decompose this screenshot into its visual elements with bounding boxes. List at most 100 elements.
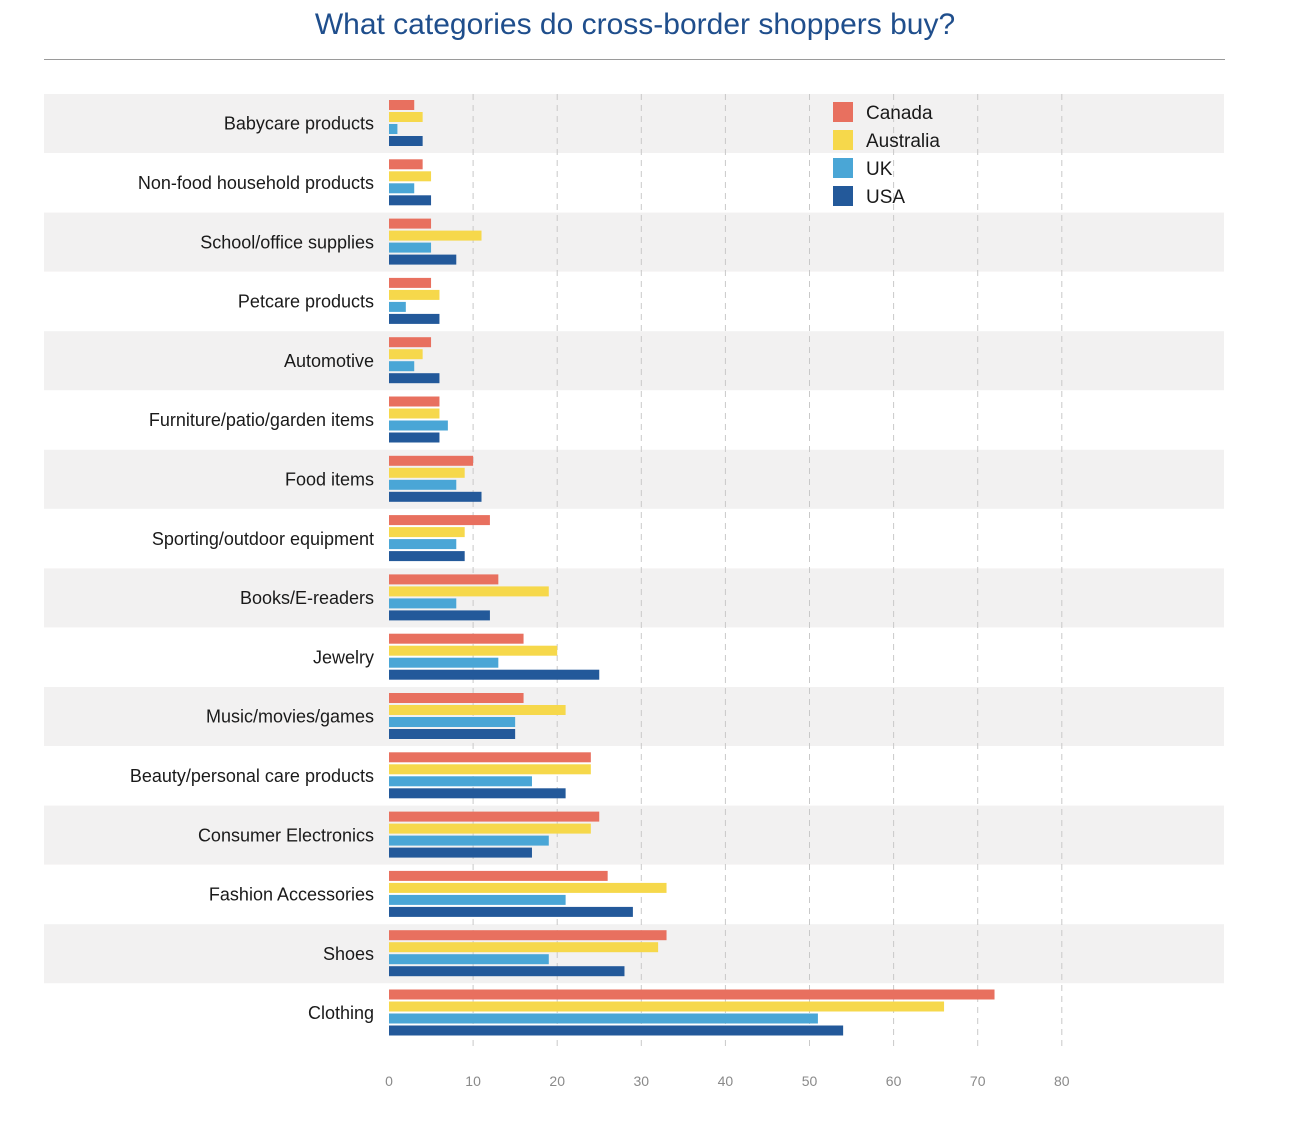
bar-usa-school-office-supplies: [389, 254, 457, 265]
bar-australia-music-movies-games: [389, 705, 566, 715]
category-label-non-food-household-products: Non-food household products: [138, 173, 374, 193]
bar-uk-furniture-patio-garden-items: [389, 420, 448, 431]
bar-uk-automotive: [389, 361, 415, 372]
chart-title: What categories do cross-border shoppers…: [314, 8, 956, 41]
category-label-petcare-products: Petcare products: [238, 292, 374, 312]
bar-australia-sporting-outdoor-equipment: [389, 527, 465, 538]
bar-australia-non-food-household-products: [389, 171, 432, 182]
bar-uk-babycare-products: [389, 124, 398, 134]
bar-uk-shoes: [389, 954, 549, 965]
bar-uk-clothing: [389, 1013, 818, 1024]
bar-australia-babycare-products: [389, 112, 423, 122]
bar-uk-jewelry: [389, 657, 499, 668]
row-band: [44, 449, 1224, 509]
bar-uk-beauty-personal-care-products: [389, 776, 532, 787]
legend-label-canada: Canada: [866, 103, 933, 124]
title-divider: [44, 59, 1225, 60]
x-tick-label: 70: [970, 1073, 986, 1089]
x-tick-label: 60: [886, 1073, 902, 1089]
bar-uk-books-e-readers: [389, 598, 457, 609]
row-band: [44, 568, 1224, 628]
legend-swatch-uk: [833, 158, 853, 178]
row-band: [44, 805, 1224, 865]
category-label-books-e-readers: Books/E-readers: [240, 588, 374, 608]
bar-canada-shoes: [389, 930, 667, 941]
bar-uk-food-items: [389, 479, 457, 490]
bar-australia-books-e-readers: [389, 586, 549, 597]
row-band: [44, 687, 1224, 746]
bar-usa-consumer-electronics: [389, 847, 532, 858]
x-tick-label: 30: [634, 1073, 650, 1089]
x-tick-label: 80: [1054, 1073, 1070, 1089]
category-label-furniture-patio-garden-items: Furniture/patio/garden items: [149, 410, 374, 430]
bar-canada-furniture-patio-garden-items: [389, 396, 440, 407]
bar-usa-books-e-readers: [389, 610, 490, 621]
bar-canada-non-food-household-products: [389, 159, 423, 170]
category-label-shoes: Shoes: [323, 944, 374, 964]
bar-usa-beauty-personal-care-products: [389, 788, 566, 799]
bar-australia-consumer-electronics: [389, 823, 591, 834]
legend-label-uk: UK: [866, 159, 893, 180]
bar-usa-music-movies-games: [389, 729, 516, 739]
bar-canada-books-e-readers: [389, 574, 499, 585]
bar-canada-fashion-accessories: [389, 870, 608, 881]
bar-australia-petcare-products: [389, 289, 440, 300]
category-label-music-movies-games: Music/movies/games: [206, 707, 374, 727]
bar-australia-food-items: [389, 467, 465, 478]
legend: Canada Australia UK USA: [833, 102, 940, 208]
bar-canada-school-office-supplies: [389, 218, 432, 229]
bar-australia-shoes: [389, 942, 659, 953]
category-label-sporting-outdoor-equipment: Sporting/outdoor equipment: [152, 529, 374, 549]
bar-canada-jewelry: [389, 633, 524, 644]
bar-canada-consumer-electronics: [389, 811, 600, 822]
row-band: [44, 94, 1224, 153]
category-label-food-items: Food items: [285, 469, 374, 489]
category-label-school-office-supplies: School/office supplies: [200, 232, 374, 252]
bar-canada-food-items: [389, 455, 474, 466]
category-label-jewelry: Jewelry: [313, 647, 374, 667]
bar-uk-school-office-supplies: [389, 242, 432, 253]
bar-australia-school-office-supplies: [389, 230, 482, 241]
bar-usa-food-items: [389, 491, 482, 502]
row-bands: [44, 94, 1224, 984]
bar-usa-fashion-accessories: [389, 906, 633, 917]
legend-label-australia: Australia: [866, 131, 940, 152]
bar-uk-consumer-electronics: [389, 835, 549, 846]
bar-canada-petcare-products: [389, 277, 432, 288]
legend-label-usa: USA: [866, 187, 905, 208]
category-label-fashion-accessories: Fashion Accessories: [209, 885, 374, 905]
category-label-beauty-personal-care-products: Beauty/personal care products: [130, 766, 374, 786]
bar-uk-music-movies-games: [389, 717, 516, 727]
bar-usa-furniture-patio-garden-items: [389, 432, 440, 443]
bar-uk-non-food-household-products: [389, 183, 415, 194]
legend-swatch-canada: [833, 102, 853, 122]
category-labels: Babycare products Non-food household prod…: [130, 114, 374, 1024]
category-label-babycare-products: Babycare products: [224, 114, 374, 134]
bar-uk-sporting-outdoor-equipment: [389, 539, 457, 550]
bar-usa-automotive: [389, 373, 440, 384]
x-tick-label: 0: [385, 1073, 393, 1089]
bar-australia-fashion-accessories: [389, 882, 667, 893]
bar-canada-music-movies-games: [389, 693, 524, 703]
bar-australia-clothing: [389, 1001, 945, 1012]
bar-uk-fashion-accessories: [389, 894, 566, 905]
bar-canada-automotive: [389, 337, 432, 348]
x-tick-label: 50: [802, 1073, 818, 1089]
x-tick-label: 20: [549, 1073, 565, 1089]
x-tick-label: 10: [465, 1073, 481, 1089]
bars: [389, 100, 995, 1036]
row-band: [44, 331, 1224, 391]
legend-swatch-australia: [833, 130, 853, 150]
legend-swatch-usa: [833, 186, 853, 206]
x-tick-label: 40: [718, 1073, 734, 1089]
bar-usa-babycare-products: [389, 136, 423, 146]
bar-uk-petcare-products: [389, 301, 406, 312]
bar-australia-jewelry: [389, 645, 558, 656]
category-label-automotive: Automotive: [284, 351, 374, 371]
category-label-consumer-electronics: Consumer Electronics: [198, 825, 374, 845]
bar-usa-non-food-household-products: [389, 195, 432, 206]
bar-australia-furniture-patio-garden-items: [389, 408, 440, 419]
x-axis-ticks: 0 10 20 30 40 50 60 70 80: [385, 1073, 1070, 1089]
bar-usa-jewelry: [389, 669, 600, 680]
